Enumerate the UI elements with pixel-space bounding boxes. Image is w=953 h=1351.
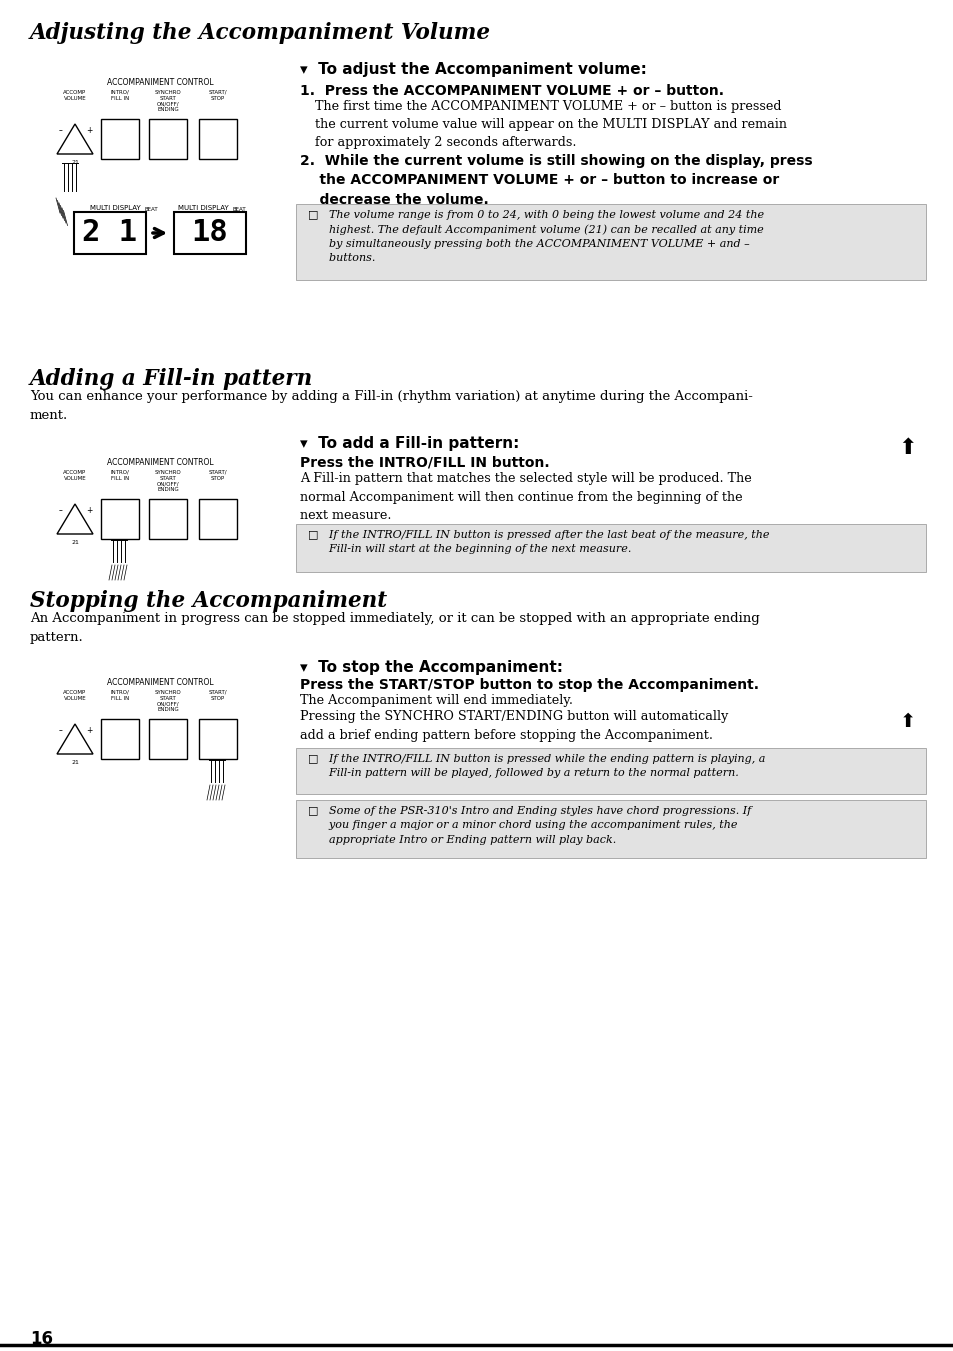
- Text: +: +: [86, 725, 92, 735]
- Text: MULTI DISPLAY: MULTI DISPLAY: [90, 205, 141, 211]
- Text: □   Some of the PSR-310's Intro and Ending styles have chord progressions. If
  : □ Some of the PSR-310's Intro and Ending…: [308, 807, 750, 844]
- Text: –: –: [59, 126, 63, 135]
- Text: Adding a Fill-in pattern: Adding a Fill-in pattern: [30, 367, 313, 390]
- FancyBboxPatch shape: [295, 204, 925, 280]
- FancyBboxPatch shape: [101, 119, 139, 159]
- Text: ▾  To add a Fill-in pattern:: ▾ To add a Fill-in pattern:: [299, 436, 518, 451]
- Text: INTRO/
FILL IN: INTRO/ FILL IN: [111, 470, 130, 481]
- Text: BEAT: BEAT: [233, 207, 247, 212]
- FancyBboxPatch shape: [295, 524, 925, 571]
- Text: SYNCHRO
START
ON/OFF/
ENDING: SYNCHRO START ON/OFF/ ENDING: [154, 91, 181, 112]
- Text: START/
STOP: START/ STOP: [209, 470, 227, 481]
- Text: 21: 21: [71, 159, 79, 165]
- Text: You can enhance your performance by adding a Fill-in (rhythm variation) at anyti: You can enhance your performance by addi…: [30, 390, 752, 422]
- Text: Adjusting the Accompaniment Volume: Adjusting the Accompaniment Volume: [30, 22, 491, 45]
- Text: +: +: [86, 126, 92, 135]
- Text: □   The volume range is from 0 to 24, with 0 being the lowest volume and 24 the
: □ The volume range is from 0 to 24, with…: [308, 209, 763, 263]
- Text: SYNCHRO
START
ON/OFF/
ENDING: SYNCHRO START ON/OFF/ ENDING: [154, 470, 181, 492]
- Text: START/
STOP: START/ STOP: [209, 91, 227, 101]
- Text: □   If the INTRO/FILL IN button is pressed while the ending pattern is playing, : □ If the INTRO/FILL IN button is pressed…: [308, 754, 764, 778]
- Text: SYNCHRO
START
ON/OFF/
ENDING: SYNCHRO START ON/OFF/ ENDING: [154, 690, 181, 712]
- Text: ▾  To stop the Accompaniment:: ▾ To stop the Accompaniment:: [299, 661, 562, 676]
- Text: –: –: [59, 725, 63, 735]
- Text: 2.  While the current volume is still showing on the display, press
    the ACCO: 2. While the current volume is still sho…: [299, 154, 812, 207]
- Text: A Fill-in pattern that matches the selected style will be produced. The
normal A: A Fill-in pattern that matches the selec…: [299, 471, 751, 521]
- Text: BEAT: BEAT: [145, 207, 158, 212]
- Text: ACCOMP
VOLUME: ACCOMP VOLUME: [63, 470, 87, 481]
- Text: 21: 21: [71, 540, 79, 544]
- FancyBboxPatch shape: [199, 719, 236, 759]
- Text: –: –: [59, 507, 63, 515]
- FancyBboxPatch shape: [74, 212, 146, 254]
- FancyBboxPatch shape: [101, 719, 139, 759]
- Text: 21: 21: [71, 761, 79, 765]
- Text: The Accompaniment will end immediately.: The Accompaniment will end immediately.: [299, 694, 573, 707]
- Text: ⬆: ⬆: [898, 438, 917, 458]
- Text: ACCOMP
VOLUME: ACCOMP VOLUME: [63, 91, 87, 101]
- Text: ACCOMPANIMENT CONTROL: ACCOMPANIMENT CONTROL: [107, 78, 213, 86]
- Text: Pressing the SYNCHRO START/ENDING button will automatically
add a brief ending p: Pressing the SYNCHRO START/ENDING button…: [299, 711, 727, 742]
- FancyBboxPatch shape: [149, 499, 187, 539]
- Text: INTRO/
FILL IN: INTRO/ FILL IN: [111, 91, 130, 101]
- Text: Stopping the Accompaniment: Stopping the Accompaniment: [30, 590, 387, 612]
- Text: 1.  Press the ACCOMPANIMENT VOLUME + or – button.: 1. Press the ACCOMPANIMENT VOLUME + or –…: [299, 84, 723, 99]
- FancyBboxPatch shape: [199, 119, 236, 159]
- FancyBboxPatch shape: [199, 499, 236, 539]
- Text: ⬆: ⬆: [899, 712, 915, 731]
- Text: MULTI DISPLAY: MULTI DISPLAY: [178, 205, 229, 211]
- Text: INTRO/
FILL IN: INTRO/ FILL IN: [111, 690, 130, 701]
- Text: ACCOMP
VOLUME: ACCOMP VOLUME: [63, 690, 87, 701]
- FancyBboxPatch shape: [101, 499, 139, 539]
- FancyBboxPatch shape: [295, 800, 925, 858]
- Text: 2 1: 2 1: [82, 218, 137, 247]
- Text: ACCOMPANIMENT CONTROL: ACCOMPANIMENT CONTROL: [107, 678, 213, 688]
- Text: □   If the INTRO/FILL IN button is pressed after the last beat of the measure, t: □ If the INTRO/FILL IN button is pressed…: [308, 530, 769, 554]
- Text: +: +: [86, 507, 92, 515]
- Text: Press the START/STOP button to stop the Accompaniment.: Press the START/STOP button to stop the …: [299, 678, 759, 692]
- Text: 18: 18: [192, 218, 228, 247]
- Text: Press the INTRO/FILL IN button.: Press the INTRO/FILL IN button.: [299, 457, 549, 470]
- Text: START/
STOP: START/ STOP: [209, 690, 227, 701]
- FancyBboxPatch shape: [173, 212, 246, 254]
- FancyBboxPatch shape: [149, 719, 187, 759]
- Text: ACCOMPANIMENT CONTROL: ACCOMPANIMENT CONTROL: [107, 458, 213, 467]
- FancyBboxPatch shape: [295, 748, 925, 794]
- Text: The first time the ACCOMPANIMENT VOLUME + or – button is pressed
the current vol: The first time the ACCOMPANIMENT VOLUME …: [314, 100, 786, 149]
- FancyBboxPatch shape: [149, 119, 187, 159]
- Text: An Accompaniment in progress can be stopped immediately, or it can be stopped wi: An Accompaniment in progress can be stop…: [30, 612, 759, 644]
- Text: ▾  To adjust the Accompaniment volume:: ▾ To adjust the Accompaniment volume:: [299, 62, 646, 77]
- Text: 16: 16: [30, 1329, 53, 1348]
